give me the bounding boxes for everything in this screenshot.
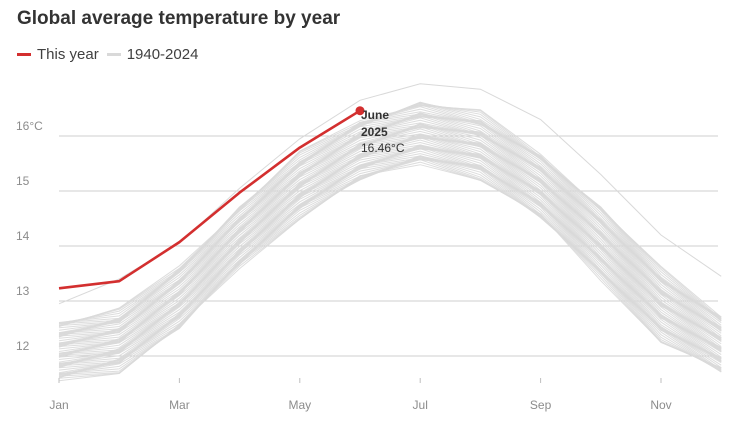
y-tick-label: 13	[16, 284, 30, 298]
legend-label-this-year: This year	[37, 46, 99, 63]
x-tick-label: May	[288, 398, 311, 412]
y-tick-label: 12	[16, 339, 30, 353]
legend-label-history: 1940-2024	[126, 46, 199, 63]
x-tick-label: Jan	[49, 398, 68, 412]
x-tick-label: Mar	[169, 398, 190, 412]
historical-lines	[58, 83, 722, 382]
this-year-line	[58, 109, 361, 290]
chart-title: Global average temperature by year	[17, 8, 341, 29]
x-tick-label: Nov	[650, 398, 671, 412]
x-tick-label: Jul	[413, 398, 428, 412]
legend-item-history: 1940-2024	[106, 46, 199, 63]
y-tick-label: 15	[16, 174, 30, 188]
axis-labels: 12 13 14 15 16°C Jan Mar May Jul Sep Nov	[16, 119, 672, 412]
this-year-endpoint	[355, 106, 365, 116]
this-year-series	[58, 106, 365, 290]
y-tick-label: 14	[16, 229, 30, 243]
annotation-year: 2025	[361, 125, 388, 139]
legend-swatch-this-year	[17, 53, 31, 56]
legend-item-this-year: This year	[17, 46, 99, 63]
y-tick-label: 16°C	[16, 119, 43, 133]
legend-swatch-history	[106, 53, 121, 56]
annotation: June 2025 16.46°C	[361, 108, 405, 155]
history-line	[58, 105, 722, 328]
chart-legend: This year 1940-2024	[17, 46, 206, 63]
annotation-month: June	[361, 108, 389, 122]
annotation-value: 16.46°C	[361, 141, 405, 155]
x-tick-label: Sep	[530, 398, 552, 412]
